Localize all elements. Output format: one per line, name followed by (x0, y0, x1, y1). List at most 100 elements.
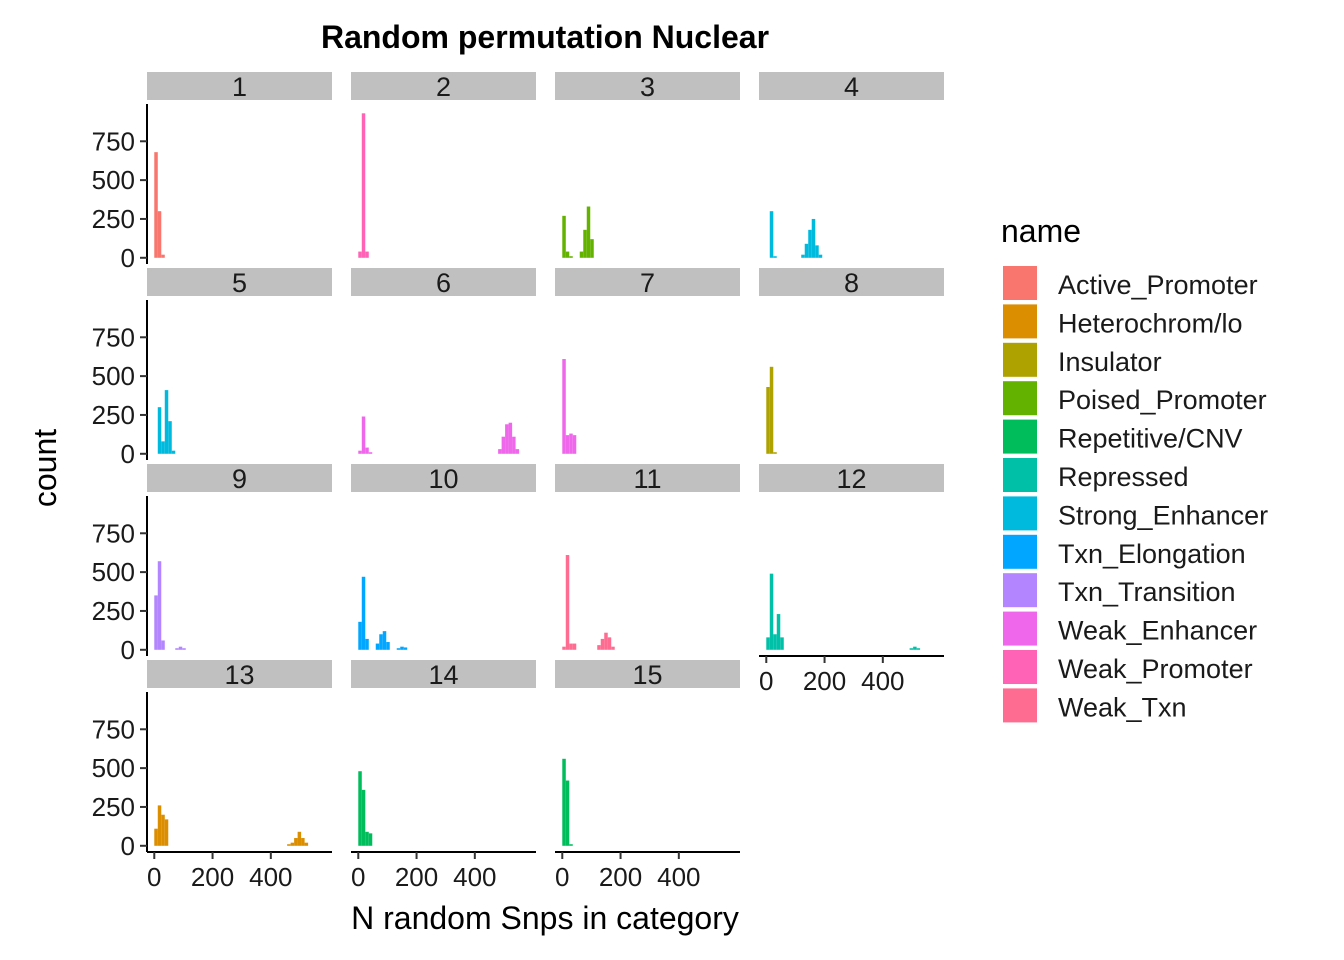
facet-strip-label: 3 (640, 72, 655, 102)
facet-strip (147, 464, 332, 492)
facet-panel-12: 12 0 200 400 (759, 464, 944, 696)
facet-strip-label: 14 (428, 660, 458, 690)
facet-strip-label: 13 (224, 660, 254, 690)
histogram-bar (161, 254, 165, 258)
facet-strip (147, 660, 332, 688)
histogram-bar (808, 229, 812, 258)
histogram-bar (157, 561, 162, 650)
facet-strip-label: 1 (232, 72, 247, 102)
histogram-bar (766, 386, 770, 454)
histogram-bar (562, 758, 566, 846)
histogram-bar (287, 844, 291, 846)
histogram-bar (572, 643, 577, 650)
y-axis-title: count (27, 429, 63, 507)
histogram-bar (773, 452, 777, 454)
facet-panel-5: 5 0 250 500 750 (92, 268, 332, 469)
histogram-bar (773, 256, 777, 258)
y-tick-label: 250 (92, 400, 135, 430)
histogram-bar (161, 441, 165, 454)
histogram-bar (161, 640, 165, 650)
histogram-bar (565, 435, 570, 454)
legend-swatch (1003, 458, 1037, 492)
histogram-bar (611, 646, 615, 650)
histogram-bar (365, 831, 369, 846)
y-tick-label: 750 (92, 518, 135, 548)
x-tick-label: 400 (861, 666, 904, 696)
histogram-bar (508, 422, 513, 454)
legend-label: Strong_Enhancer (1058, 500, 1268, 530)
chart-title: Random permutation Nuclear (321, 19, 769, 55)
histogram-bar (386, 642, 390, 650)
x-tick-label: 200 (599, 862, 642, 892)
legend-item: Txn_Transition (1003, 573, 1236, 608)
legend-label: Heterochrom/lo (1058, 308, 1243, 338)
facet-strip-label: 6 (436, 268, 451, 298)
legend-swatch (1003, 496, 1037, 531)
y-tick-label: 250 (92, 596, 135, 626)
histogram-bar (361, 416, 366, 454)
legend-swatch (1003, 419, 1037, 454)
histogram-bar (804, 243, 809, 258)
facet-strip-label: 15 (632, 660, 662, 690)
legend-item: Weak_Enhancer (1003, 611, 1257, 646)
facet-strip-label: 8 (844, 268, 859, 298)
histogram-bar (358, 251, 362, 258)
histogram-bar (769, 211, 774, 258)
x-tick-label: 0 (147, 862, 161, 892)
x-tick-label: 0 (759, 666, 773, 696)
facet-strip-label: 12 (836, 464, 866, 494)
histogram-bar (161, 814, 165, 846)
histogram-bar (154, 152, 158, 258)
histogram-bar (583, 229, 587, 258)
facet-strip-label: 5 (232, 268, 247, 298)
histogram-bar (361, 113, 366, 258)
histogram-bar (776, 614, 781, 650)
facet-strip-label: 2 (436, 72, 451, 102)
y-tick-label: 750 (92, 322, 135, 352)
legend-swatch (1003, 266, 1037, 300)
legend-swatch (1003, 342, 1037, 377)
histogram-bar (182, 648, 186, 650)
legend-item: Poised_Promoter (1003, 381, 1267, 416)
histogram-bar (361, 576, 366, 650)
histogram-bar (304, 842, 309, 846)
legend-label: Repetitive/CNV (1058, 424, 1243, 454)
facet-panel-11: 11 (555, 464, 740, 650)
histogram-bar (382, 631, 387, 650)
histogram-bar (565, 555, 570, 650)
legend-item: Active_Promoter (1003, 266, 1258, 300)
facet-panel-1: 1 0 250 500 750 (92, 72, 332, 273)
legend-label: Weak_Promoter (1058, 654, 1253, 684)
histogram-bar (498, 449, 502, 454)
histogram-bar (365, 447, 369, 454)
legend-swatch (1003, 611, 1037, 646)
histogram-bar (562, 646, 566, 650)
legend-title: name (1001, 213, 1081, 249)
facet-strip-label: 10 (428, 464, 458, 494)
facet-strip-label: 11 (633, 464, 661, 494)
facet-panel-10: 10 (351, 464, 536, 650)
facet-strip-label: 9 (232, 464, 247, 494)
histogram-bar (358, 771, 362, 846)
x-tick-label: 400 (249, 862, 292, 892)
facet-panel-8: 8 (759, 268, 944, 454)
legend-swatch (1003, 650, 1037, 684)
histogram-bar (379, 634, 383, 650)
histogram-bar (569, 844, 573, 846)
legend-swatch (1003, 573, 1037, 608)
facet-strip (147, 72, 332, 100)
legend-item: Repetitive/CNV (1003, 419, 1243, 454)
legend-item: Weak_Promoter (1003, 650, 1253, 684)
histogram-bar (368, 833, 373, 846)
facet-strip (759, 464, 944, 492)
histogram-bar (512, 436, 516, 454)
histogram-bar (375, 643, 380, 650)
histogram-bar (501, 436, 506, 454)
legend-label: Poised_Promoter (1058, 385, 1267, 415)
facet-strip (555, 464, 740, 492)
histogram-bar (290, 842, 295, 846)
facet-panel-4: 4 (759, 72, 944, 258)
x-tick-label: 0 (555, 862, 569, 892)
histogram-bar (178, 646, 183, 650)
